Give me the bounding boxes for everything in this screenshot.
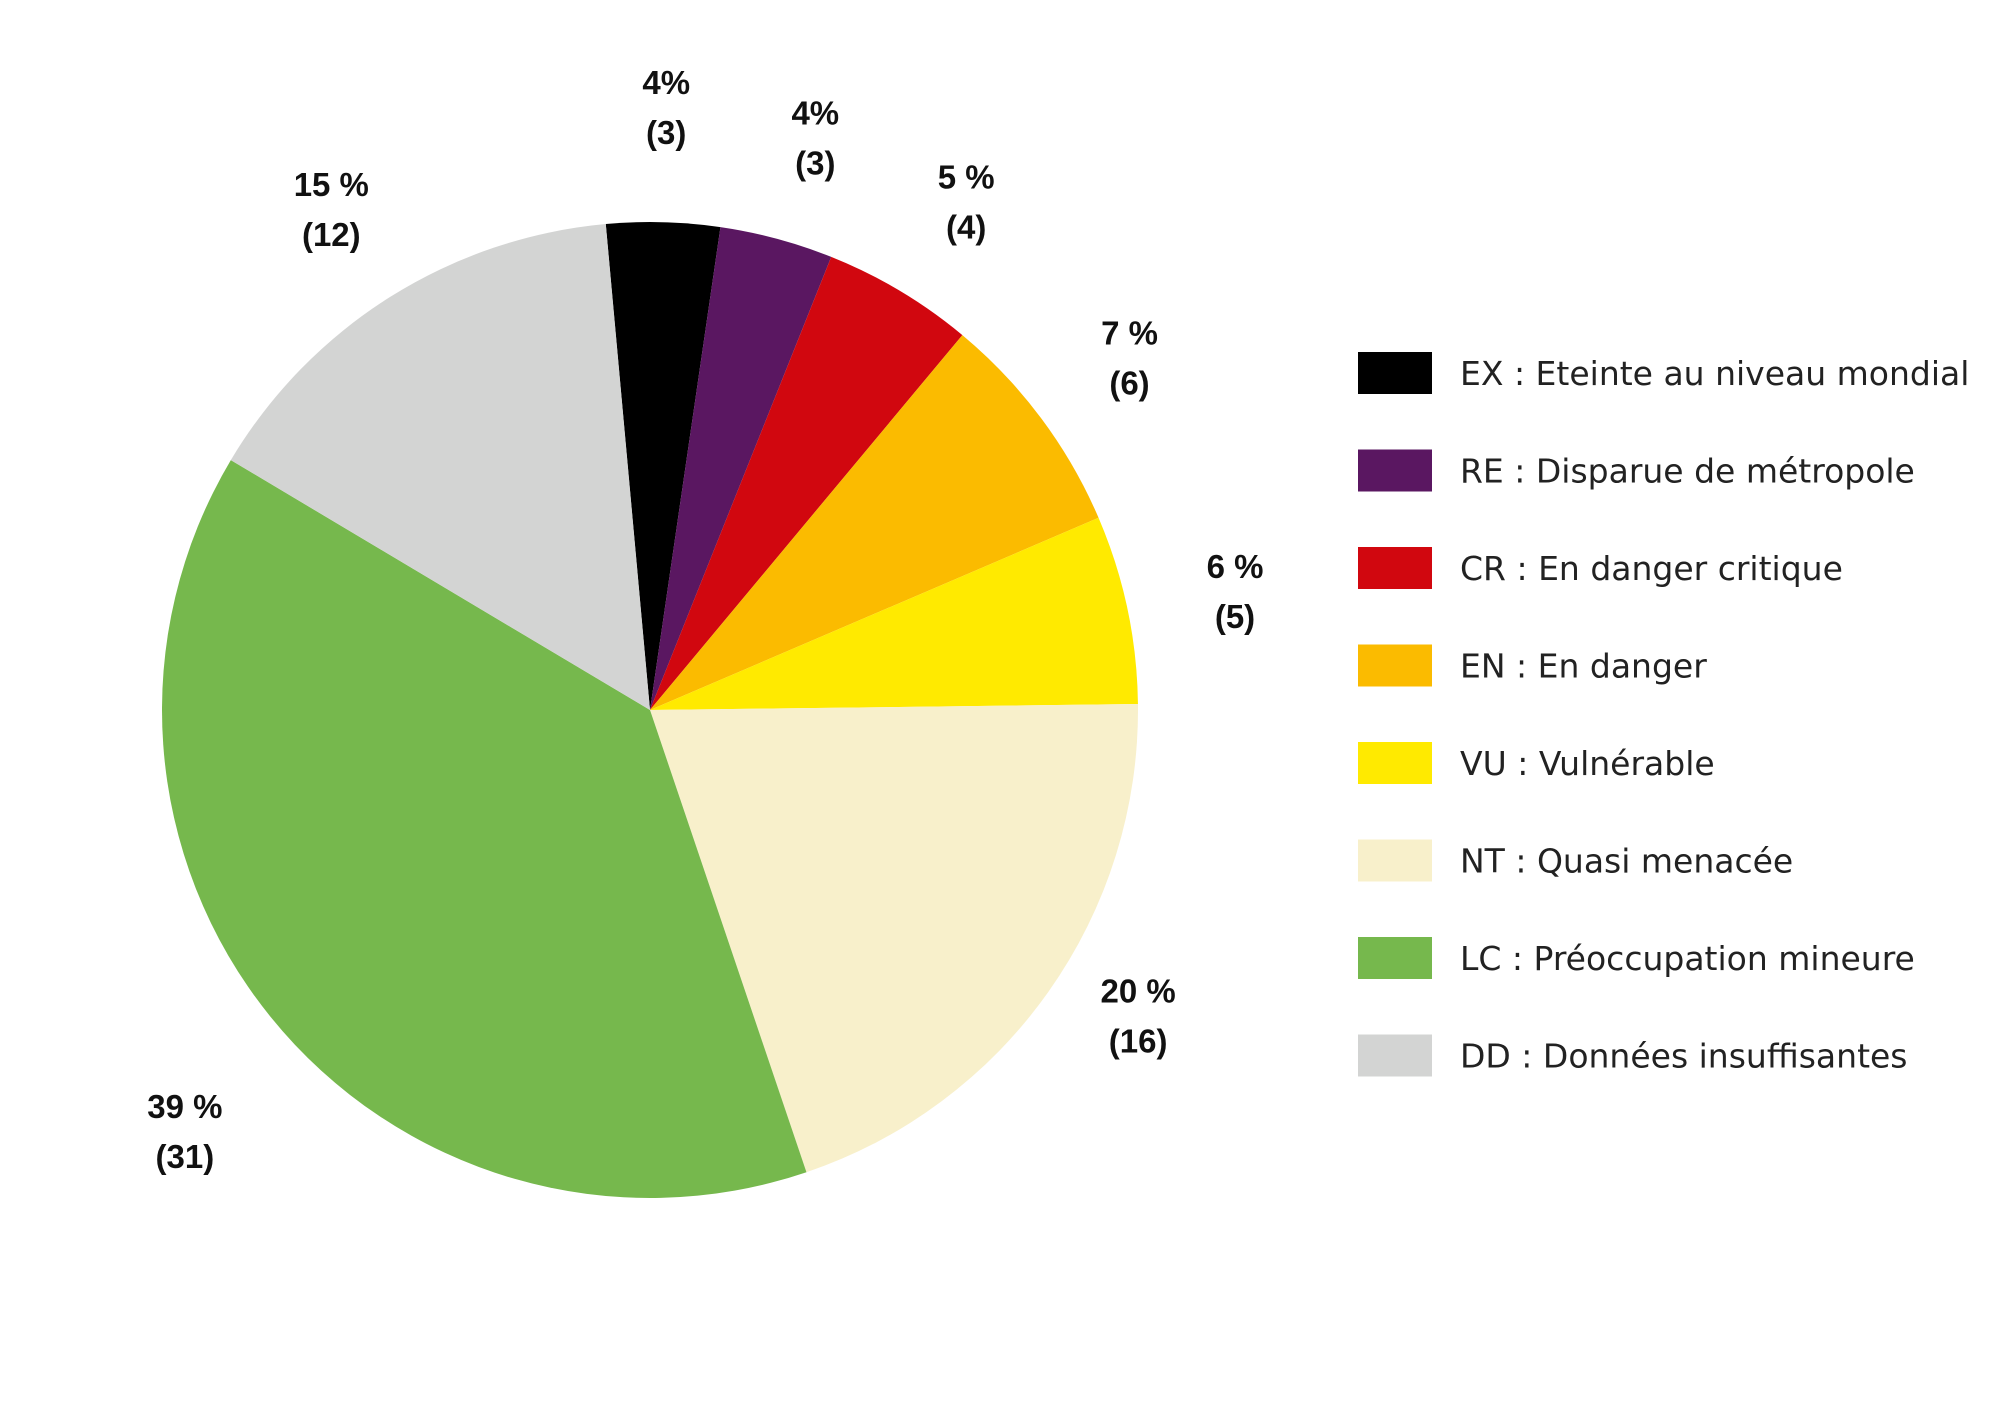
legend-swatch-nt <box>1358 839 1432 882</box>
legend-swatch-cr <box>1358 547 1432 589</box>
legend-swatch-re <box>1358 449 1432 492</box>
pie-slice-dd <box>230 224 650 710</box>
legend-label-nt: NT : Quasi menacée <box>1460 842 1793 881</box>
slice-labels: 4% (3) 4% (3) 5 % (4) 7 % (6) 6 % (5) 20 % (16) 39 %… <box>147 64 1263 1175</box>
slice-percent-label-re: 4% <box>791 95 839 132</box>
legend-label-vu: VU : Vulnérable <box>1460 744 1715 783</box>
pie-slice-cr <box>650 256 963 710</box>
legend-label-ex: EX : Eteinte au niveau mondial <box>1460 354 1969 393</box>
pie-slices <box>161 222 1138 1199</box>
legend-label-en: EN : En danger <box>1460 647 1707 686</box>
legend-label-re: RE : Disparue de métropole <box>1460 452 1915 491</box>
slice-percent-label-nt: 20 % <box>1100 973 1175 1010</box>
legend-swatch-lc <box>1358 937 1432 979</box>
slice-percent-label-cr: 5 % <box>938 158 995 195</box>
slice-count-label-ex: (3) <box>646 114 686 151</box>
pie-slice-vu <box>650 517 1138 710</box>
slice-count-label-dd: (12) <box>302 216 361 253</box>
slice-count-label-re: (3) <box>795 145 835 182</box>
slice-percent-label-lc: 39 % <box>147 1088 222 1125</box>
legend-swatch-ex <box>1358 352 1432 394</box>
legend-swatch-dd <box>1358 1034 1432 1077</box>
legend-swatch-vu <box>1358 742 1432 784</box>
pie-slice-nt <box>650 704 1138 1173</box>
slice-percent-label-ex: 4% <box>642 64 690 101</box>
legend: EX : Eteinte au niveau mondial RE : Dispa… <box>1358 352 1969 1077</box>
slice-percent-label-en: 7 % <box>1101 315 1158 352</box>
legend-label-cr: CR : En danger critique <box>1460 549 1843 588</box>
slice-count-label-vu: (5) <box>1215 598 1255 635</box>
legend-swatch-en <box>1358 644 1432 687</box>
slice-count-label-nt: (16) <box>1109 1023 1168 1060</box>
slice-percent-label-vu: 6 % <box>1207 548 1264 585</box>
pie-slice-ex <box>605 222 721 710</box>
slice-count-label-en: (6) <box>1109 365 1149 402</box>
pie-slice-re <box>650 227 832 711</box>
legend-label-dd: DD : Données insuffisantes <box>1460 1037 1908 1076</box>
pie-slice-lc <box>161 460 807 1199</box>
slice-percent-label-dd: 15 % <box>294 166 369 203</box>
legend-label-lc: LC : Préoccupation mineure <box>1460 939 1915 978</box>
slice-count-label-cr: (4) <box>946 208 986 245</box>
pie-slice-en <box>650 335 1099 710</box>
slice-count-label-lc: (31) <box>156 1138 215 1175</box>
